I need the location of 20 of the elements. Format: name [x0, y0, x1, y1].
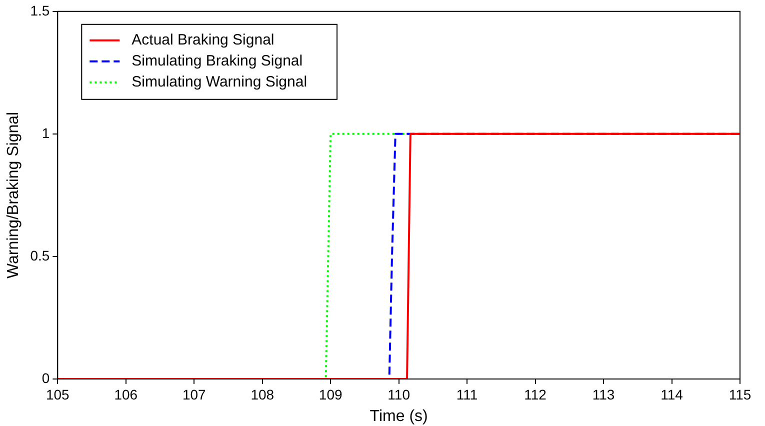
legend-label: Simulating Braking Signal	[132, 52, 303, 70]
y-tick-label: 0	[42, 370, 50, 386]
x-tick-label: 115	[728, 386, 752, 402]
x-axis-title: Time (s)	[370, 408, 428, 425]
y-tick-label: 1	[42, 124, 50, 141]
x-tick-label: 110	[388, 386, 410, 402]
x-tick-label: 114	[660, 386, 684, 402]
legend-label: Simulating Warning Signal	[132, 74, 308, 91]
y-tick-label: 1.5	[30, 2, 50, 18]
x-tick-label: 108	[250, 386, 274, 402]
legend-label: Actual Braking Signal	[132, 32, 274, 49]
x-tick-label: 111	[456, 386, 478, 402]
y-tick-label: 0.5	[30, 247, 50, 264]
x-tick-label: 107	[182, 386, 206, 402]
x-tick-label: 105	[46, 386, 70, 402]
y-axis-title: Warning/Braking Signal	[5, 112, 22, 279]
x-tick-label: 106	[114, 386, 138, 402]
x-tick-label: 112	[524, 386, 547, 402]
x-tick-label: 109	[318, 386, 342, 402]
x-tick-label: 113	[592, 386, 615, 402]
